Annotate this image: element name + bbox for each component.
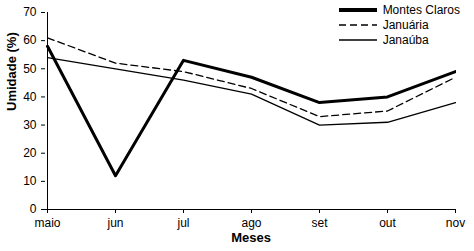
svg-text:10: 10 bbox=[23, 174, 37, 188]
svg-text:out: out bbox=[379, 216, 396, 230]
svg-text:40: 40 bbox=[23, 90, 37, 104]
svg-text:nov: nov bbox=[446, 216, 465, 230]
html-text:Montes Claros: Montes Claros bbox=[382, 2, 460, 17]
svg-text:50: 50 bbox=[23, 62, 37, 76]
svg-text:70: 70 bbox=[23, 5, 37, 19]
svg-text:jun: jun bbox=[106, 216, 123, 230]
html-text:Januária: Januária bbox=[382, 17, 429, 32]
svg-text:maio: maio bbox=[34, 216, 60, 230]
html-text:Janaúba: Janaúba bbox=[382, 32, 429, 47]
svg-text:Meses: Meses bbox=[231, 230, 271, 245]
svg-text:30: 30 bbox=[23, 118, 37, 132]
svg-text:ago: ago bbox=[241, 216, 261, 230]
svg-text:jul: jul bbox=[176, 216, 189, 230]
svg-text:20: 20 bbox=[23, 146, 37, 160]
svg-text:60: 60 bbox=[23, 33, 37, 47]
svg-text:Umidade (%): Umidade (%) bbox=[4, 32, 19, 111]
svg-text:0: 0 bbox=[30, 202, 37, 216]
svg-text:set: set bbox=[311, 216, 328, 230]
